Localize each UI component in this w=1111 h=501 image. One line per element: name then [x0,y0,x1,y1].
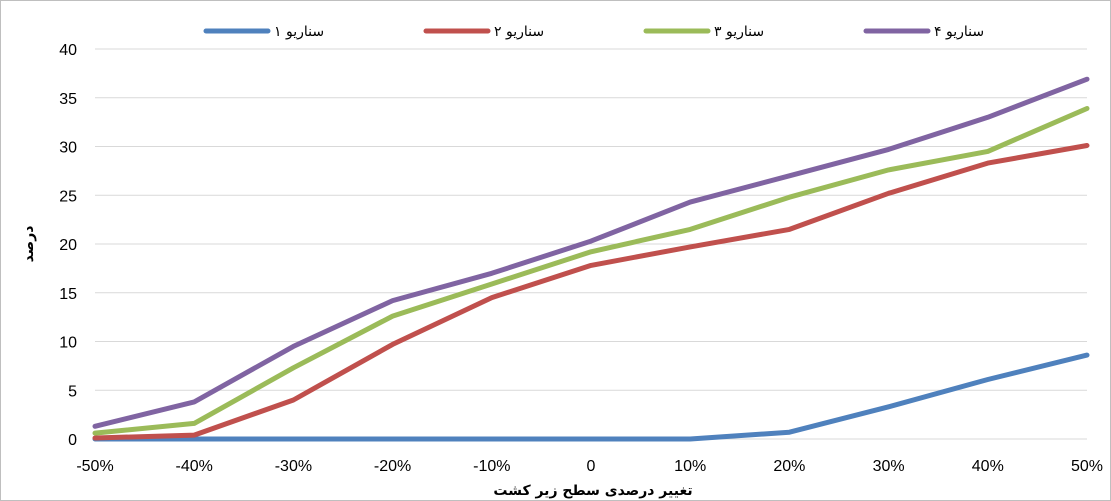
y-tick-label: 35 [59,91,77,108]
y-tick-label: 40 [59,42,77,59]
series-line-2 [92,143,1090,441]
x-axis-title: تغییر درصدی سطح زیر کشت [493,483,692,499]
series-line-4 [92,76,1090,429]
x-tick-label: -50% [76,458,113,475]
y-tick-label: 20 [59,237,77,254]
x-tick-label: -30% [275,458,312,475]
y-tick-label: 15 [59,286,77,303]
y-axis-title: درصد [21,226,37,263]
legend-label: سناریو ۴ [934,24,984,40]
legend-item-2: سناریو ۲ [423,24,544,40]
y-tick-label: 10 [59,335,77,352]
legend-label: سناریو ۲ [494,24,544,40]
y-tick-labels: 0 5 10 15 20 25 30 35 40 [59,42,77,449]
legend: سناریو ۱ سناریو ۲ سناریو ۳ سناریو ۴ [203,24,984,40]
series-line-3 [92,106,1090,436]
x-tick-label: 40% [972,458,1004,475]
x-tick-label: 10% [674,458,706,475]
legend-label: سناریو ۱ [274,24,324,40]
x-tick-label: -40% [176,458,213,475]
legend-label: سناریو ۳ [714,24,764,40]
x-tick-labels: -50% -40% -30% -20% -10% 0 10% 20% 30% 40% 50% [76,458,1103,475]
legend-item-1: سناریو ۱ [203,24,324,40]
series-line-1 [92,352,1090,442]
y-tick-label: 5 [68,383,77,400]
x-tick-label: 50% [1071,458,1103,475]
x-tick-label: 30% [873,458,905,475]
x-tick-label: 20% [773,458,805,475]
y-tick-label: 30 [59,140,77,157]
y-tick-label: 0 [68,432,77,449]
grid-lines [95,48,1087,440]
x-tick-label: -10% [473,458,510,475]
legend-item-4: سناریو ۴ [863,24,984,40]
y-tick-label: 25 [59,188,77,205]
x-tick-label: 0 [587,458,596,475]
x-tick-label: -20% [374,458,411,475]
legend-item-3: سناریو ۳ [643,24,764,40]
series-lines [92,76,1090,442]
